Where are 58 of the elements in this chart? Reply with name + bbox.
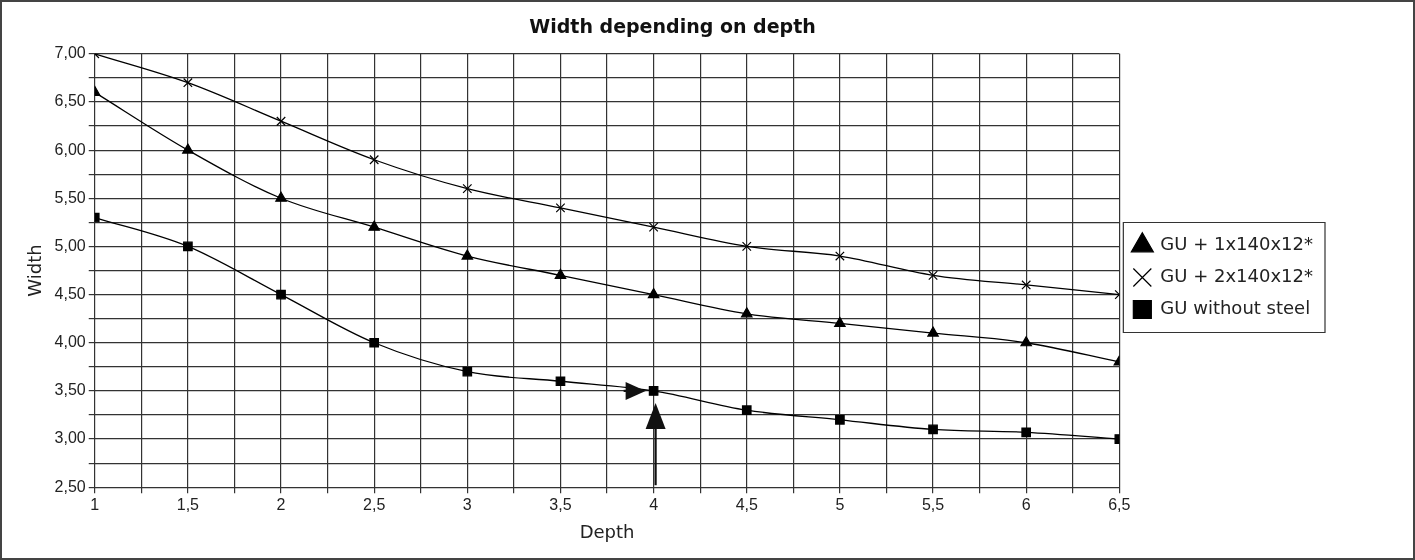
x-tick-label: 6 xyxy=(1021,496,1031,514)
point xyxy=(555,203,566,213)
point xyxy=(835,414,845,425)
point xyxy=(741,405,752,415)
point xyxy=(740,307,753,318)
y-tick-label: 4,00 xyxy=(54,333,86,351)
y-tick-label: 7,00 xyxy=(54,44,86,62)
point xyxy=(928,270,938,281)
point xyxy=(834,316,846,328)
x-tick-label: 5,5 xyxy=(921,496,945,514)
y-tick-label: 3,50 xyxy=(54,381,86,399)
point xyxy=(368,220,380,231)
y-tick-label: 2,50 xyxy=(54,477,86,495)
chart-title: Width depending on depth xyxy=(529,15,816,38)
point xyxy=(461,249,474,260)
point xyxy=(1020,336,1032,347)
x-axis-title: Depth xyxy=(579,520,635,542)
point xyxy=(275,191,287,202)
point xyxy=(182,143,194,154)
y-tick-label: 6,00 xyxy=(54,140,86,158)
point xyxy=(647,287,660,299)
x-tick-label: 4,5 xyxy=(735,496,758,514)
y-axis-title: Width xyxy=(24,244,46,297)
legend-label: GU + 1x140x12* xyxy=(1160,233,1314,255)
y-tick-label: 5,50 xyxy=(54,188,86,206)
point xyxy=(183,77,193,88)
x-tick-label: 2,5 xyxy=(363,496,386,514)
x-tick-label: 1,5 xyxy=(176,496,200,514)
x-tick-label: 2 xyxy=(276,496,286,514)
x-tick-label: 3 xyxy=(462,496,472,514)
x-tick-label: 4 xyxy=(649,496,659,514)
point xyxy=(276,289,286,300)
legend-label: GU + 2x140x12* xyxy=(1160,265,1314,287)
x-tick-label: 6,5 xyxy=(1108,496,1131,514)
point xyxy=(183,241,193,252)
point xyxy=(1021,427,1032,438)
y-tick-label: 4,50 xyxy=(54,284,86,302)
point xyxy=(648,386,659,396)
point xyxy=(927,326,939,337)
point xyxy=(648,222,659,232)
point xyxy=(369,337,380,348)
point xyxy=(369,154,380,165)
y-tick-label: 6,50 xyxy=(54,92,86,110)
y-tick-label: 3,00 xyxy=(54,429,86,447)
x-tick-label: 1 xyxy=(90,496,100,514)
point xyxy=(462,366,473,377)
point xyxy=(555,376,566,387)
point xyxy=(276,116,286,127)
y-tick-label: 5,00 xyxy=(54,236,86,254)
x-tick-label: 5 xyxy=(835,496,845,514)
point xyxy=(462,183,473,194)
legend-label: GU without steel xyxy=(1160,297,1311,319)
point xyxy=(554,268,567,279)
point xyxy=(835,251,845,261)
x-tick-label: 3,5 xyxy=(549,496,572,514)
point xyxy=(1021,280,1032,290)
point xyxy=(928,424,938,435)
point xyxy=(741,241,752,252)
